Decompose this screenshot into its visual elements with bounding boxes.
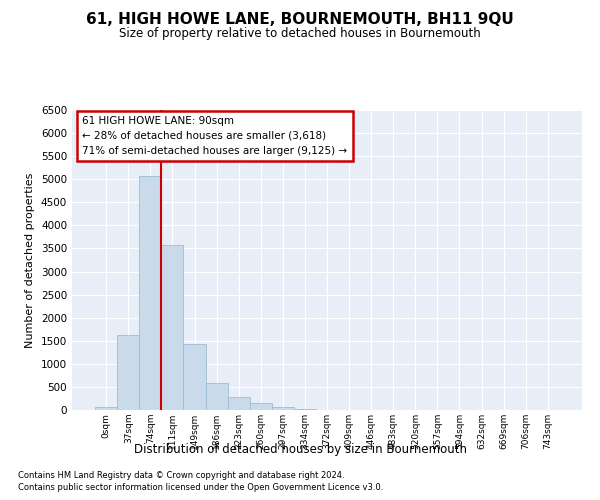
Bar [161, 245, 184, 410]
Bar [184, 344, 206, 410]
Text: Distribution of detached houses by size in Bournemouth: Distribution of detached houses by size … [133, 442, 467, 456]
Bar [272, 407, 294, 410]
Text: 61 HIGH HOWE LANE: 90sqm
← 28% of detached houses are smaller (3,618)
71% of sem: 61 HIGH HOWE LANE: 90sqm ← 28% of detach… [82, 116, 347, 156]
Bar [294, 408, 316, 410]
Text: 61, HIGH HOWE LANE, BOURNEMOUTH, BH11 9QU: 61, HIGH HOWE LANE, BOURNEMOUTH, BH11 9Q… [86, 12, 514, 28]
Bar [206, 383, 227, 410]
Text: Contains HM Land Registry data © Crown copyright and database right 2024.: Contains HM Land Registry data © Crown c… [18, 471, 344, 480]
Bar [250, 403, 272, 410]
Bar [117, 335, 139, 410]
Text: Contains public sector information licensed under the Open Government Licence v3: Contains public sector information licen… [18, 484, 383, 492]
Bar [227, 396, 250, 410]
Text: Size of property relative to detached houses in Bournemouth: Size of property relative to detached ho… [119, 28, 481, 40]
Y-axis label: Number of detached properties: Number of detached properties [25, 172, 35, 348]
Bar [95, 407, 117, 410]
Bar [139, 176, 161, 410]
